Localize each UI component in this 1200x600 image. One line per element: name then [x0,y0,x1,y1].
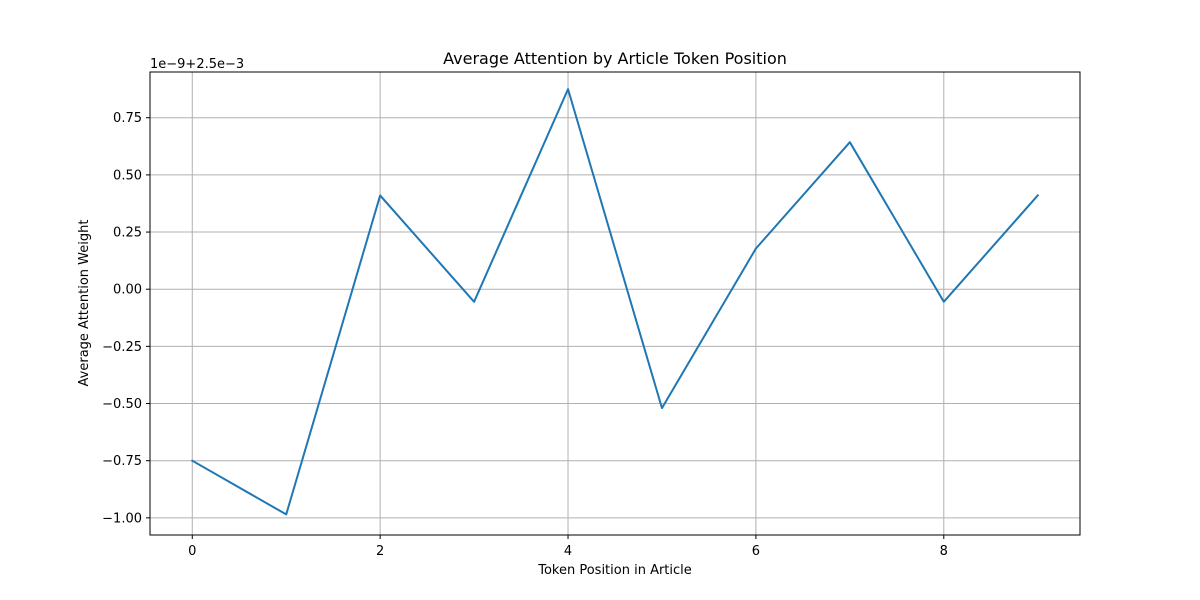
y-tick-label: −0.50 [102,397,142,412]
x-tick-label: 6 [752,544,760,559]
x-tick-label: 2 [376,544,384,559]
x-tick-label: 0 [188,544,196,559]
y-axis-offset-label: 1e−9+2.5e−3 [150,57,244,72]
y-tick-label: −1.00 [102,511,142,526]
y-tick-label: −0.25 [102,340,142,355]
grid [150,72,1080,535]
y-tick-label: 0.25 [113,226,142,241]
y-tick-label: −0.75 [102,454,142,469]
y-axis-label: Average Attention Weight [77,220,92,387]
x-axis-label: Token Position in Article [537,563,692,578]
x-tick-label: 8 [940,544,948,559]
series-line [190,88,1040,516]
axes-frame [149,71,1081,536]
series-layer [190,88,1040,516]
x-tick-label: 4 [564,544,572,559]
chart-title: Average Attention by Article Token Posit… [443,49,787,68]
ticks: 0 2 4 6 8 −1.00 −0.75 −0.50 −0.25 0.00 0.25 0.50 0.7… [102,111,948,559]
y-tick-label: 0.75 [113,111,142,126]
y-tick-label: 0.00 [113,283,142,298]
y-tick-label: 0.50 [113,168,142,183]
